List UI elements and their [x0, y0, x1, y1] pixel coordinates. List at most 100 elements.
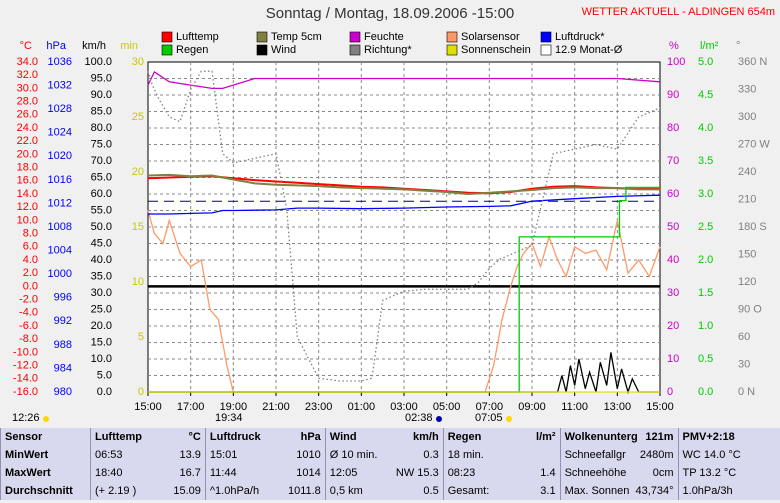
y-tick-label: -14.0 — [13, 373, 38, 385]
table-cell: Schneehöhe 0cm — [559, 464, 679, 482]
time-annotation: 19:34 — [215, 412, 243, 424]
y-tick-label: 270 W — [738, 138, 770, 150]
y-tick-label: 30.0 — [17, 82, 38, 94]
y-tick-label: 10.0 — [17, 214, 38, 226]
y-tick-label: 0.0 — [97, 386, 112, 398]
y-tick-label: 30 — [132, 56, 144, 68]
cell-text: Max. Sonnen — [564, 485, 630, 497]
y-tick-label: 20 — [132, 166, 144, 178]
y-tick-label: 980 — [54, 386, 72, 398]
y-tick-label: 32.0 — [17, 69, 38, 81]
series-line — [147, 70, 661, 382]
cell-text: Ø 10 min. — [329, 449, 378, 461]
legend-label: Sonnenschein — [461, 44, 531, 56]
sun-icon — [506, 416, 512, 422]
cell-text: Luftdruck — [209, 431, 261, 443]
x-tick-label: 01:00 — [348, 401, 376, 413]
axis-title: °C — [20, 40, 32, 52]
series-line — [147, 210, 661, 393]
y-tick-label: 24.0 — [17, 122, 38, 134]
y-tick-label: 360 N — [738, 56, 767, 68]
y-tick-label: 5.0 — [97, 369, 112, 381]
summary-table: Sensor Lufttemp °C Luftdruck hPa Wind km/h Rege… — [0, 428, 780, 500]
y-tick-label: 90 O — [738, 303, 762, 315]
cell-text: Lufttemp — [94, 431, 143, 443]
axis-title: min — [120, 40, 138, 52]
y-tick-label: 20 — [667, 320, 679, 332]
y-tick-label: 90 — [667, 89, 679, 101]
y-tick-label: 3.0 — [698, 188, 713, 200]
station-label: WETTER AKTUELL - ALDINGEN 654m — [582, 6, 775, 18]
y-tick-label: 210 — [738, 193, 756, 205]
y-tick-label: 1.0 — [698, 320, 713, 332]
y-tick-label: 30 — [738, 358, 750, 370]
legend-label: Regen — [176, 44, 208, 56]
y-tick-label: -12.0 — [13, 360, 38, 372]
cell-text: 16.7 — [179, 467, 201, 479]
cell-text: km/h — [413, 431, 439, 443]
cell-text: 3.1 — [540, 485, 556, 497]
legend-label: Feuchte — [364, 31, 404, 43]
y-tick-label: 12.0 — [17, 201, 38, 213]
y-tick-label: 330 — [738, 83, 756, 95]
table-cell: 0,5 km 0.5 — [324, 482, 444, 500]
y-tick-label: 40 — [667, 254, 679, 266]
y-tick-label: 20.0 — [91, 320, 112, 332]
y-tick-label: 1000 — [48, 268, 72, 280]
table-cell: Sensor — [0, 428, 91, 446]
y-tick-label: -4.0 — [19, 307, 38, 319]
legend-swatch — [161, 31, 173, 43]
table-cell: MaxWert — [0, 464, 91, 482]
cell-text: l/m² — [536, 431, 556, 443]
y-tick-label: 40.0 — [91, 254, 112, 266]
table-cell: Wind km/h — [324, 428, 444, 446]
table-row: Sensor Lufttemp °C Luftdruck hPa Wind km/h Rege… — [0, 428, 780, 446]
legend-label: 12.9 Monat-Ø — [555, 44, 623, 56]
legend-label: Richtung* — [364, 44, 412, 56]
cell-text: Schneehöhe — [564, 467, 627, 479]
y-tick-label: 10 — [132, 276, 144, 288]
y-tick-label: 4.0 — [23, 254, 38, 266]
series-line — [147, 173, 660, 196]
y-tick-label: 150 — [738, 248, 756, 260]
y-tick-label: 28.0 — [17, 96, 38, 108]
y-tick-label: 1024 — [48, 127, 72, 139]
cell-text: TP 13.2 °C — [682, 467, 737, 479]
y-tick-label: 100.0 — [84, 56, 112, 68]
table-cell: Lufttemp °C — [89, 428, 206, 446]
cell-text: (+ 2.19 ) — [94, 485, 137, 497]
y-tick-label: 996 — [54, 292, 72, 304]
legend-label: Wind — [271, 44, 296, 56]
table-cell: Durchschnitt — [0, 482, 91, 500]
y-tick-label: 10 — [667, 353, 679, 365]
y-tick-label: 60 — [738, 331, 750, 343]
cell-text: Regen — [447, 431, 482, 443]
legend-label: Temp 5cm — [271, 31, 322, 43]
table-row: MinWert 06:53 13.9 15:01 1010 Ø 10 min. 0.3 18 … — [0, 446, 780, 464]
table-cell: 18:40 16.7 — [89, 464, 206, 482]
cell-text: 43,734° — [635, 485, 674, 497]
time-annotation: 02:38 — [405, 412, 433, 424]
y-tick-label: 80.0 — [91, 122, 112, 134]
y-tick-label: -2.0 — [19, 294, 38, 306]
cell-text: WC 14.0 °C — [682, 449, 741, 461]
y-tick-label: 1036 — [48, 56, 72, 68]
table-cell: WC 14.0 °C — [677, 446, 780, 464]
table-cell: PMV+2:18 — [677, 428, 780, 446]
y-tick-label: 15 — [132, 221, 144, 233]
cell-text: Wind — [329, 431, 357, 443]
y-tick-label: 0.0 — [23, 280, 38, 292]
cell-text: MaxWert — [5, 467, 51, 479]
sun-icon — [436, 416, 442, 422]
legend-swatch — [161, 44, 173, 56]
y-tick-label: 1012 — [48, 197, 72, 209]
y-tick-label: 30.0 — [91, 287, 112, 299]
cell-text: ^1.0hPa/h — [209, 485, 260, 497]
y-tick-label: 5.0 — [698, 56, 713, 68]
series-line — [147, 70, 661, 90]
table-cell: 12:05 NW 15.3 — [324, 464, 444, 482]
cell-text: 08:23 — [447, 467, 476, 479]
y-tick-label: 2.0 — [23, 267, 38, 279]
y-tick-label: 180 S — [738, 221, 767, 233]
